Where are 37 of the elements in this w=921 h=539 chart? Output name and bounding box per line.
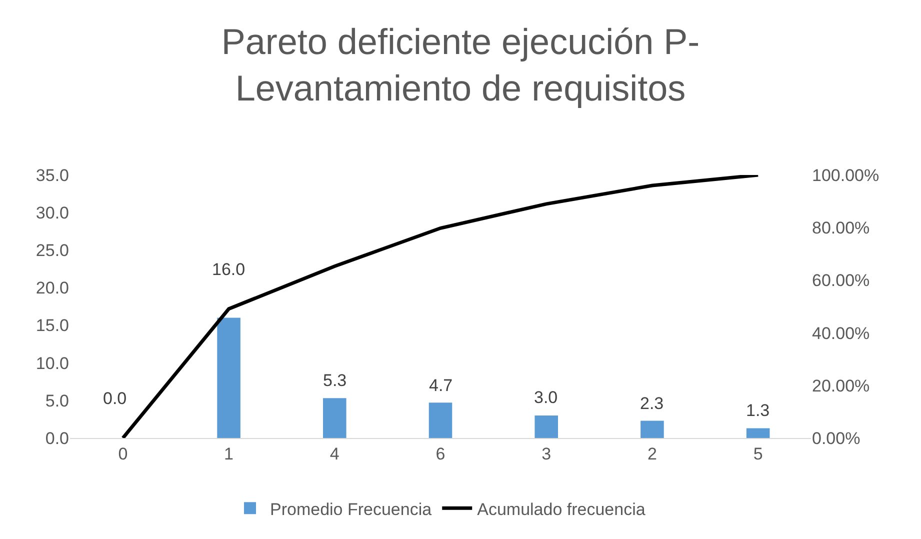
y-tick-label: 10.0 [36,354,69,373]
x-tick-label: 1 [224,444,234,464]
bar [534,415,558,438]
y2-tick-label: 40.00% [812,324,870,343]
y-tick-label: 5.0 [45,391,69,410]
data-label: 0.0 [103,389,127,408]
bar [428,402,452,438]
data-label: 16.0 [212,260,246,279]
data-label: 5.3 [323,371,347,390]
y-tick-label: 15.0 [36,316,69,336]
legend-label: Acumulado frecuencia [477,500,646,519]
legend-label: Promedio Frecuencia [270,500,432,519]
x-tick-label: 5 [753,444,763,464]
data-label: 3.0 [534,388,558,407]
y2-tick-label: 20.00% [812,376,870,396]
bar [746,428,770,438]
y2-tick-label: 80.00% [812,218,870,238]
y-tick-label: 35.0 [36,166,69,185]
y-tick-label: 25.0 [36,241,69,260]
x-tick-label: 2 [647,444,657,464]
y-tick-label: 20.0 [36,278,69,298]
chart-title: Pareto deficiente ejecución P- Levantamiento de requisitos [221,20,700,109]
data-label: 4.7 [429,376,453,395]
x-tick-label: 4 [330,444,340,464]
y2-tick-label: 100.00% [812,166,880,185]
bar [217,318,240,438]
y2-tick-label: 60.00% [812,271,870,290]
bar [640,420,664,438]
y-tick-label: 0.0 [45,428,69,448]
y-tick-label: 30.0 [36,204,69,223]
data-label: 1.3 [746,401,770,420]
x-tick-label: 6 [436,444,446,464]
data-label: 2.3 [640,394,664,413]
x-tick-label: 3 [542,444,552,464]
y2-tick-label: 0.00% [812,428,860,448]
bar [323,398,346,438]
x-tick-label: 0 [118,444,128,464]
